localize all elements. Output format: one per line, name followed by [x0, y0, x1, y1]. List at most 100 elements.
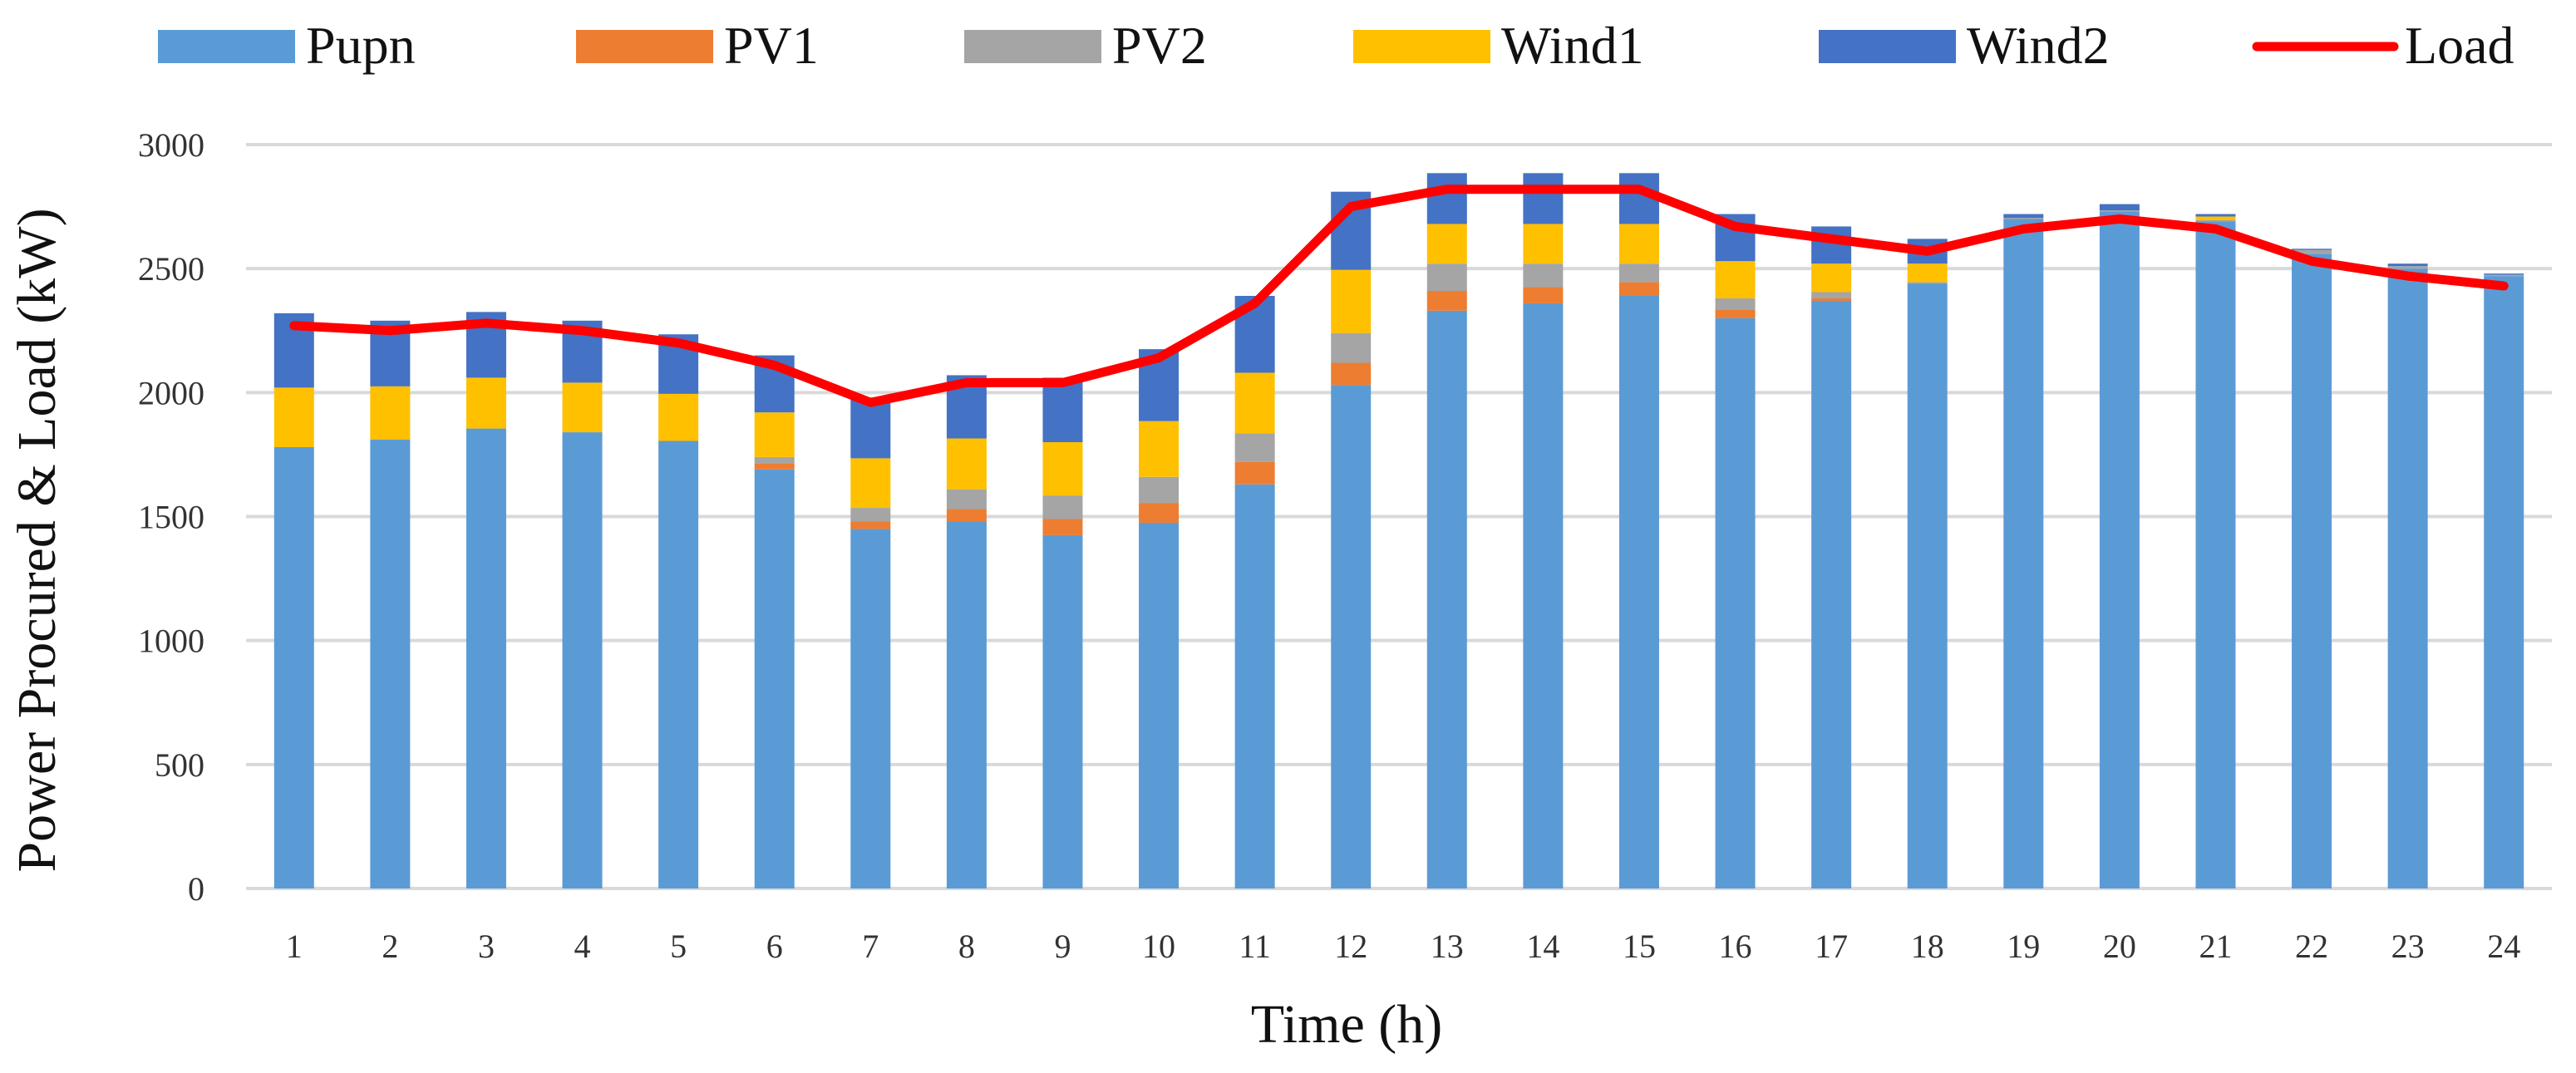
- x-tick-label: 16: [1719, 928, 1752, 965]
- bar-wind1-9: [1042, 442, 1083, 496]
- bar-pv2-8: [946, 489, 987, 509]
- bar-wind1-6: [754, 412, 795, 457]
- bar-wind1-8: [946, 438, 987, 490]
- x-tick-label: 19: [2007, 928, 2040, 965]
- legend-label-load: Load: [2405, 16, 2514, 75]
- x-tick-label: 15: [1623, 928, 1656, 965]
- bar-wind2-21: [2195, 214, 2236, 217]
- y-tick-label: 2000: [138, 374, 204, 411]
- bar-pv1-14: [1523, 287, 1564, 303]
- gridlines: [246, 143, 2552, 890]
- bar-pupn-5: [658, 441, 699, 888]
- bar-wind1-14: [1523, 224, 1564, 264]
- legend-swatch-pv1: [576, 30, 713, 63]
- bar-pupn-16: [1715, 317, 1756, 888]
- bar-wind1-1: [273, 387, 314, 447]
- bar-wind1-11: [1234, 372, 1275, 434]
- x-tick-label: 8: [958, 928, 975, 965]
- x-tick-label: 11: [1239, 928, 1271, 965]
- bar-wind1-3: [465, 377, 506, 429]
- bar-stacks: [273, 173, 2524, 889]
- x-tick-label: 18: [1911, 928, 1944, 965]
- y-tick-label: 0: [188, 870, 204, 908]
- x-axis-ticks: 1 2 3 4 5 6 7 8 9 10 11 12 13 14 15 16 17 18 19 20 21 22 23 24: [286, 928, 2520, 965]
- legend-label-wind2: Wind2: [1967, 16, 2110, 75]
- legend-label-pv2: PV2: [1112, 16, 1207, 75]
- bar-wind1-2: [370, 386, 411, 441]
- bar-pv2-22: [2292, 249, 2332, 254]
- bar-pupn-6: [754, 469, 795, 888]
- y-tick-label: 1500: [138, 499, 204, 536]
- load-line: [289, 185, 2509, 407]
- bar-pv2-11: [1234, 433, 1275, 462]
- x-tick-label: 6: [766, 928, 783, 965]
- x-tick-label: 24: [2487, 928, 2520, 965]
- bar-pv2-19: [2003, 218, 2044, 219]
- x-tick-label: 12: [1334, 928, 1367, 965]
- x-tick-label: 20: [2103, 928, 2136, 965]
- x-tick-label: 3: [478, 928, 495, 965]
- bar-pupn-23: [2387, 268, 2428, 889]
- bar-pv2-6: [754, 456, 795, 464]
- bar-pv1-13: [1426, 291, 1467, 311]
- bar-pupn-12: [1331, 385, 1372, 889]
- bar-wind1-7: [850, 458, 891, 509]
- y-tick-label: 2500: [138, 250, 204, 288]
- x-tick-label: 22: [2295, 928, 2328, 965]
- legend-label-pv1: PV1: [724, 16, 819, 75]
- x-tick-label: 5: [670, 928, 687, 965]
- x-tick-label: 13: [1431, 928, 1464, 965]
- bar-wind1-12: [1331, 269, 1372, 333]
- x-tick-label: 7: [862, 928, 879, 965]
- bar-pv2-10: [1139, 476, 1180, 504]
- bar-pupn-18: [1907, 283, 1948, 889]
- x-tick-label: 10: [1142, 928, 1175, 965]
- y-tick-label: 3000: [138, 126, 204, 164]
- bar-pv2-15: [1618, 263, 1659, 283]
- bar-pupn-15: [1618, 295, 1659, 888]
- bar-pv1-17: [1811, 298, 1852, 301]
- bar-pv2-7: [850, 508, 891, 522]
- bar-wind2-14: [1523, 173, 1564, 224]
- bar-pupn-7: [850, 529, 891, 888]
- bar-wind2-24: [2484, 273, 2524, 275]
- x-tick-label: 17: [1815, 928, 1848, 965]
- y-axis-title: Power Procured & Load (kW): [7, 208, 67, 872]
- bar-wind1-21: [2195, 216, 2236, 220]
- legend-swatch-wind2: [1819, 30, 1956, 63]
- bar-wind2-13: [1426, 173, 1467, 224]
- bar-pv1-7: [850, 521, 891, 529]
- y-tick-label: 1000: [138, 623, 204, 660]
- bar-wind1-13: [1426, 224, 1467, 264]
- bar-pv2-16: [1715, 298, 1756, 310]
- bar-pv1-6: [754, 463, 795, 470]
- bar-pupn-2: [370, 440, 411, 888]
- bar-wind2-23: [2387, 263, 2428, 267]
- legend-label-wind1: Wind1: [1501, 16, 1644, 75]
- bar-wind1-18: [1907, 263, 1948, 283]
- x-tick-label: 1: [286, 928, 303, 965]
- bar-pupn-14: [1523, 303, 1564, 888]
- bar-pupn-4: [562, 432, 603, 888]
- bar-pupn-21: [2195, 221, 2236, 888]
- x-axis-title: Time (h): [1251, 994, 1442, 1055]
- bar-wind2-19: [2003, 214, 2044, 219]
- x-tick-label: 23: [2391, 928, 2425, 965]
- bar-pupn-11: [1234, 484, 1275, 888]
- bar-pupn-3: [465, 428, 506, 888]
- x-tick-label: 4: [574, 928, 591, 965]
- bar-pv2-17: [1811, 292, 1852, 298]
- bar-pv2-24: [2484, 274, 2524, 277]
- bar-pupn-9: [1042, 534, 1083, 888]
- x-tick-label: 9: [1054, 928, 1071, 965]
- bar-pupn-19: [2003, 219, 2044, 888]
- bar-pv2-12: [1331, 332, 1372, 363]
- bar-pv1-15: [1618, 282, 1659, 296]
- x-tick-label: 2: [382, 928, 398, 965]
- bar-wind1-5: [658, 393, 699, 441]
- legend-label-pupn: Pupn: [306, 16, 416, 75]
- bar-wind1-15: [1618, 224, 1659, 264]
- bar-pv1-12: [1331, 362, 1372, 386]
- bar-pupn-22: [2292, 253, 2332, 888]
